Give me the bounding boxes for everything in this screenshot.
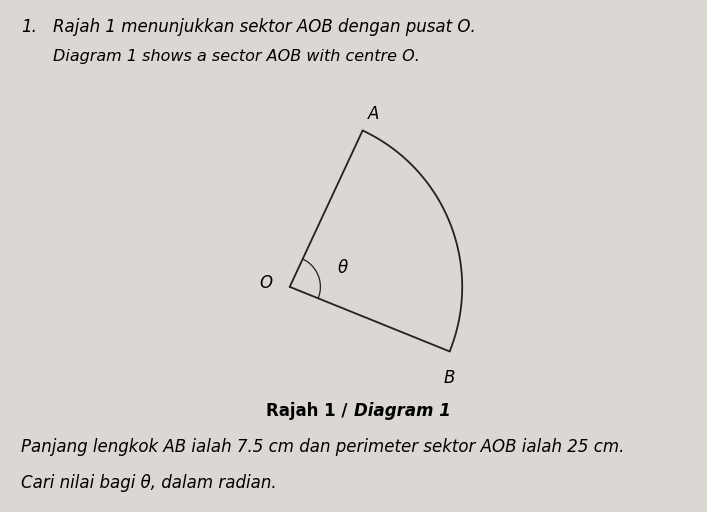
Text: Rajah 1 menunjukkan sektor ​AOB​ dengan pusat ​O​.: Rajah 1 menunjukkan sektor ​AOB​ dengan …: [53, 18, 476, 36]
Text: 1.: 1.: [21, 18, 37, 36]
Text: B: B: [444, 369, 455, 387]
Text: Diagram 1: Diagram 1: [354, 402, 450, 420]
Text: Cari nilai bagi ​θ​, dalam radian.: Cari nilai bagi ​θ​, dalam radian.: [21, 474, 277, 492]
Text: Panjang lengkok ​AB​ ialah 7.5 cm dan perimeter sektor ​AOB​ ialah 25 cm.: Panjang lengkok ​AB​ ialah 7.5 cm dan pe…: [21, 438, 624, 456]
Text: A: A: [368, 105, 379, 123]
Text: θ: θ: [338, 259, 348, 277]
Text: Diagram 1 shows a sector ​AOB​ with centre ​O​.: Diagram 1 shows a sector ​AOB​ with cent…: [53, 49, 420, 63]
Text: Rajah 1 /: Rajah 1 /: [267, 402, 354, 420]
Text: O: O: [259, 274, 272, 292]
